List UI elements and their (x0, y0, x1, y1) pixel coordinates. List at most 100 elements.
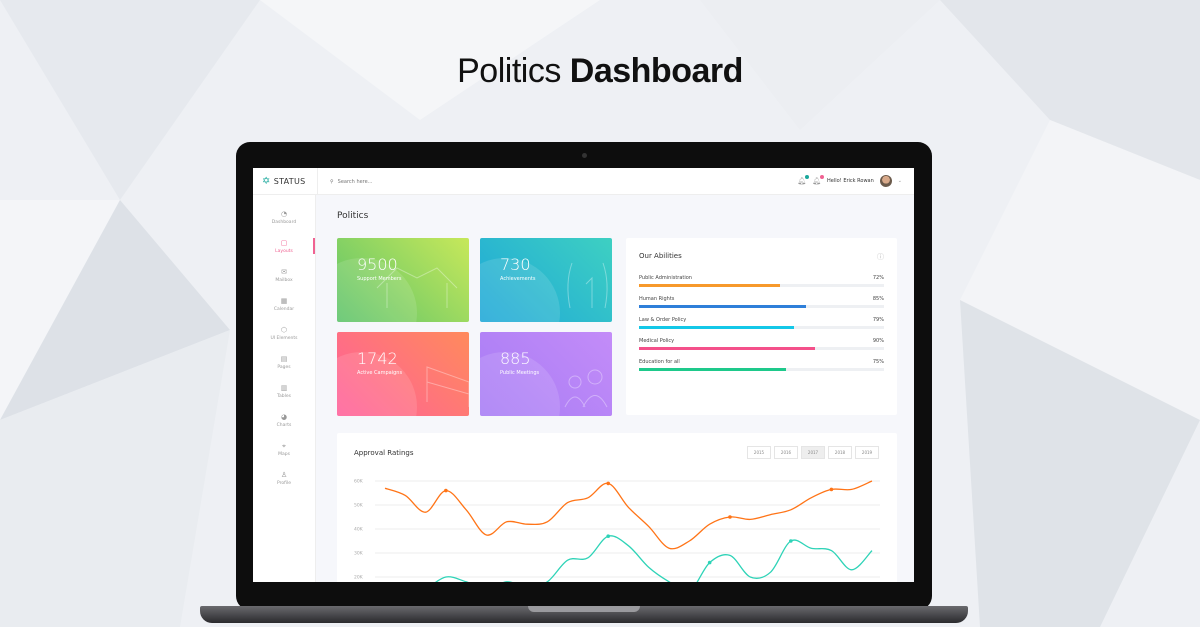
year-button-2018[interactable]: 2018 (828, 446, 852, 459)
stat-value: 885 (500, 349, 531, 368)
star-logo-icon: ✡ (262, 176, 271, 187)
sidebar-item-pages[interactable]: ▤ Pages (253, 348, 315, 377)
year-button-2016[interactable]: 2016 (774, 446, 798, 459)
progress-track (639, 305, 884, 308)
gauge-icon: ◔ (280, 209, 288, 218)
sidebar-item-layouts[interactable]: ▢ Layouts (253, 232, 315, 261)
progress-fill (639, 326, 794, 329)
camera (582, 153, 587, 158)
ability-label: Human Rights (639, 296, 675, 302)
y-tick-label: 60K (354, 479, 364, 485)
data-point[interactable] (606, 481, 611, 486)
notification-icon[interactable]: 🔔︎ (797, 175, 810, 185)
sidebar: ◔ Dashboard ▢ Layouts ✉ Mailbox ▦ Calendar ⬡ UI E… (253, 195, 316, 582)
ability-percent: 79% (872, 317, 884, 323)
search-icon: ⚲ (330, 178, 334, 185)
year-button-2019[interactable]: 2019 (855, 446, 879, 459)
approval-chart: 20K 30K 40K 50K 60K (354, 479, 880, 582)
user-greeting[interactable]: Hello! Erick Rowan (827, 178, 874, 184)
page-title: Politics (337, 211, 369, 221)
abilities-panel: Our Abilities ⓘ Public Administration 72% H… (626, 238, 897, 415)
ability-percent: 75% (872, 359, 884, 365)
ui-icon: ⬡ (280, 325, 288, 334)
ability-row: Education for all 75% (639, 359, 884, 371)
ability-label: Education for all (639, 359, 680, 365)
data-point[interactable] (728, 515, 732, 519)
chevron-down-icon[interactable]: ⌄ (897, 178, 902, 184)
logo-text: STATUS (273, 177, 306, 186)
progress-fill (639, 305, 806, 308)
y-tick-label: 50K (354, 503, 364, 509)
message-icon[interactable]: 🔔︎ (812, 175, 825, 185)
card-illustration-icon (426, 366, 469, 407)
data-point[interactable] (829, 487, 834, 492)
headline: Politics Dashboard (457, 52, 743, 90)
sidebar-item-charts[interactable]: ◕ Charts (253, 406, 315, 435)
y-tick-label: 20K (354, 575, 364, 581)
data-point[interactable] (606, 534, 611, 538)
data-point[interactable] (707, 560, 712, 565)
sidebar-item-label: Charts (276, 422, 292, 428)
sidebar-item-dashboard[interactable]: ◔ Dashboard (253, 203, 315, 232)
sidebar-item-tables[interactable]: ▥ Tables (253, 377, 315, 406)
sidebar-item-label: Pages (277, 364, 291, 370)
sidebar-item-ui-elements[interactable]: ⬡ UI Elements (253, 319, 315, 348)
year-button-2017[interactable]: 2017 (801, 446, 825, 459)
user-icon: ♙ (280, 470, 288, 479)
stat-value: 1742 (357, 349, 398, 368)
ability-label: Public Administration (639, 275, 692, 281)
ability-percent: 90% (872, 338, 884, 344)
stat-label: Active Campaigns (357, 370, 403, 376)
progress-track (639, 368, 884, 371)
sidebar-item-label: Calendar (273, 306, 295, 312)
ability-percent: 85% (872, 296, 884, 302)
sidebar-item-label: UI Elements (270, 335, 298, 341)
series-line-0 (384, 480, 873, 550)
progress-fill (639, 284, 781, 287)
mail-icon: ✉ (281, 267, 287, 276)
progress-fill (639, 347, 816, 350)
calendar-icon: ▦ (280, 296, 288, 305)
data-point[interactable] (444, 488, 448, 493)
progress-fill (639, 368, 786, 371)
search-input[interactable]: Search here... (337, 178, 373, 185)
stat-card-achievements[interactable]: 730 Achievements (480, 238, 612, 322)
ability-label: Law & Order Policy (639, 317, 687, 323)
stat-card-active-campaigns[interactable]: 1742 Active Campaigns (337, 332, 469, 416)
stat-label: Achievements (500, 276, 536, 282)
table-icon: ▥ (280, 383, 288, 392)
sidebar-item-profile[interactable]: ♙ Profile (253, 464, 315, 493)
sidebar-item-label: Dashboard (271, 219, 297, 225)
sidebar-item-label: Maps (278, 451, 290, 457)
info-icon[interactable]: ⓘ (877, 253, 884, 261)
page-icon: ▤ (280, 354, 288, 363)
card-illustration-icon (564, 369, 608, 408)
y-tick-label: 40K (354, 527, 364, 533)
sidebar-item-label: Mailbox (275, 277, 293, 283)
card-illustration-icon (567, 262, 608, 309)
stat-label: Public Meetings (500, 370, 540, 376)
card-illustration-icon (376, 267, 458, 308)
data-point[interactable] (789, 539, 793, 543)
sidebar-item-label: Layouts (275, 248, 293, 254)
sidebar-item-maps[interactable]: ⌖ Maps (253, 435, 315, 464)
sidebar-item-calendar[interactable]: ▦ Calendar (253, 290, 315, 319)
sidebar-item-label: Profile (277, 480, 291, 486)
sidebar-item-mailbox[interactable]: ✉ Mailbox (253, 261, 315, 290)
ability-row: Human Rights 85% (639, 296, 884, 308)
stat-value: 730 (500, 255, 531, 274)
ability-label: Medical Policy (639, 338, 675, 344)
topbar: ✡ STATUS ⚲ Search here... 🔔︎ 🔔︎ Hello! Eri… (253, 168, 914, 195)
year-button-2015[interactable]: 2015 (747, 446, 771, 459)
abilities-title: Our Abilities (639, 252, 682, 260)
stat-card-public-meetings[interactable]: 885 Public Meetings (480, 332, 612, 416)
logo[interactable]: ✡ STATUS (262, 176, 306, 187)
sidebar-item-label: Tables (277, 393, 291, 399)
avatar[interactable] (879, 175, 892, 187)
search-bar[interactable]: ⚲ Search here... (317, 168, 617, 195)
chart-title: Approval Ratings (354, 449, 414, 457)
ability-row: Public Administration 72% (639, 275, 884, 287)
laptop-base (200, 606, 968, 623)
stat-card-support-members[interactable]: 9500 Support Members (337, 238, 469, 322)
